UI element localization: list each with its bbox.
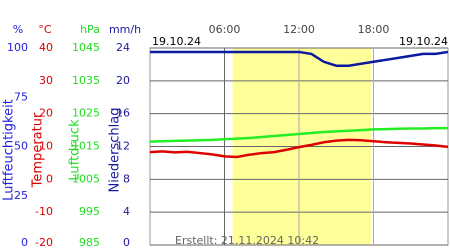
y-tick-label: 1025 bbox=[72, 107, 100, 120]
axis-name: Luftfeuchtigkeit bbox=[2, 99, 17, 201]
x-tick-label: 18:00 bbox=[358, 23, 390, 36]
y-tick-label: -10 bbox=[35, 205, 53, 218]
axis-unit: hPa bbox=[80, 23, 100, 36]
y-tick-label: -20 bbox=[35, 236, 53, 249]
series-line bbox=[149, 138, 449, 159]
y-tick-label: 100 bbox=[7, 41, 28, 54]
axis-name: Temperatur bbox=[31, 112, 46, 188]
y-tick-label: 1045 bbox=[72, 41, 100, 54]
y-tick-label: 24 bbox=[116, 41, 130, 54]
y-tick-label: 50 bbox=[14, 140, 28, 153]
y-tick-label: 0 bbox=[123, 236, 130, 249]
y-tick-label: 20 bbox=[116, 74, 130, 87]
y-tick-label: 1005 bbox=[72, 172, 100, 185]
y-tick-label: 1035 bbox=[72, 74, 100, 87]
y-tick-label: 40 bbox=[39, 41, 53, 54]
y-tick-label: 995 bbox=[79, 205, 100, 218]
y-tick-label: 20 bbox=[39, 107, 53, 120]
y-tick-label: 4 bbox=[123, 205, 130, 218]
date-start: 19.10.24 bbox=[152, 35, 201, 48]
y-tick-label: 0 bbox=[21, 236, 28, 249]
y-tick-label: 16 bbox=[116, 107, 130, 120]
y-tick-label: 8 bbox=[123, 172, 130, 185]
axis-name: Luftdruck bbox=[68, 119, 83, 181]
series-line bbox=[150, 50, 449, 67]
y-tick-label: 0 bbox=[46, 172, 53, 185]
x-tick-label: 12:00 bbox=[283, 23, 315, 36]
series-line bbox=[149, 126, 448, 143]
axis-unit: °C bbox=[38, 23, 52, 36]
created-note: Erstellt: 21.11.2024 10:42 bbox=[175, 234, 319, 247]
axis-unit: mm/h bbox=[109, 23, 141, 36]
y-tick-label: 75 bbox=[14, 90, 28, 103]
y-tick-label: 10 bbox=[39, 140, 53, 153]
y-tick-label: 1015 bbox=[72, 140, 100, 153]
y-tick-label: 25 bbox=[14, 189, 28, 202]
axis-name: Niederschlag bbox=[108, 108, 123, 193]
y-tick-label: 30 bbox=[39, 74, 53, 87]
y-tick-label: 12 bbox=[116, 140, 130, 153]
y-tick-label: 985 bbox=[79, 236, 100, 249]
x-tick-label: 06:00 bbox=[209, 23, 241, 36]
date-end: 19.10.24 bbox=[399, 35, 448, 48]
axis-unit: % bbox=[13, 23, 23, 36]
